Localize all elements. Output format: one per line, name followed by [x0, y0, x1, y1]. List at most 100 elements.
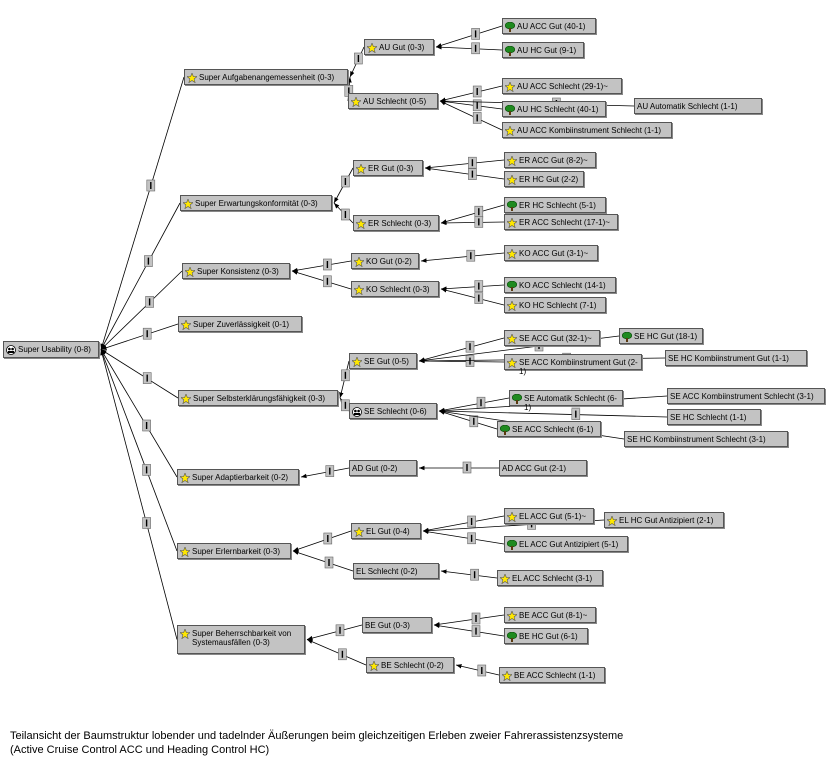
edge: [100, 349, 179, 399]
tree-node: SE Schlecht (0-6): [349, 403, 437, 419]
node-icon: [507, 512, 517, 522]
edge-marker: [145, 296, 154, 308]
node-label: Super Aufgabenangemessenheit (0-3): [199, 73, 335, 82]
edge-marker: [470, 568, 479, 581]
node-label: Super Usability (0-8): [18, 345, 91, 354]
node-label: KO ACC Schlecht (14-1): [519, 281, 606, 290]
node-icon: [512, 394, 522, 404]
node-label: SE ACC Gut (32-1)~: [519, 334, 592, 343]
edge: [433, 623, 505, 637]
tree-node: EL HC Gut Antizipiert (2-1): [604, 512, 724, 528]
tree-node: EL Schlecht (0-2): [353, 563, 439, 579]
edge: [439, 85, 503, 102]
node-icon: [181, 320, 191, 330]
node-label: KO HC Schlecht (7-1): [519, 301, 597, 310]
tree-node: Super Konsistenz (0-3): [182, 263, 290, 279]
node-label: SE ACC Kombiinstrument Gut (2-1): [519, 358, 638, 376]
edge: [440, 204, 505, 224]
node-label: Super Zuverlässigkeit (0-1): [193, 320, 290, 329]
node-icon: [180, 629, 190, 639]
tree-node: SE Automatik Schlecht (6-1): [509, 390, 623, 412]
node-icon: [187, 73, 197, 83]
edge: [292, 550, 354, 572]
node-label: EL ACC Gut Antizipiert (5-1): [519, 540, 619, 549]
edge: [100, 349, 178, 552]
tree-node: SE ACC Kombiinstrument Schlecht (3-1): [667, 388, 825, 404]
node-icon: [183, 199, 193, 209]
edge: [291, 270, 352, 290]
tree-node: Super Erwartungskonformität (0-3): [180, 195, 332, 211]
node-label: AU HC Schlecht (40-1): [517, 105, 599, 114]
edge: [306, 624, 363, 641]
node-icon: [505, 105, 515, 115]
edge-marker: [341, 175, 350, 188]
node-label: EL ACC Schlecht (3-1): [512, 574, 593, 583]
tree-node: BE ACC Gut (8-1)~: [504, 607, 596, 623]
edge: [100, 270, 183, 350]
node-label: Super Selbsterklärungsfähigkeit (0-3): [193, 394, 326, 403]
edge: [100, 202, 181, 350]
node-icon: [180, 473, 190, 483]
node-label: ER Gut (0-3): [368, 164, 414, 173]
tree-node: KO ACC Schlecht (14-1): [504, 277, 616, 293]
tree-node: BE Schlecht (0-2): [366, 657, 454, 673]
edge: [422, 515, 505, 533]
node-icon: [502, 671, 512, 681]
edge-marker: [471, 625, 481, 637]
node-label: SE Gut (0-5): [364, 357, 409, 366]
tree-node: KO ACC Gut (3-1)~: [504, 245, 598, 261]
node-label: KO Schlecht (0-3): [366, 285, 430, 294]
node-icon: [354, 285, 364, 295]
edge: [291, 260, 352, 273]
node-icon: [507, 301, 517, 311]
edge: [433, 614, 505, 627]
edge-marker: [462, 461, 472, 474]
tree-node: ER HC Gut (2-2): [504, 171, 584, 187]
edge-marker: [465, 340, 475, 353]
node-icon: [181, 394, 191, 404]
tree-node: Super Usability (0-8): [3, 341, 99, 358]
node-icon: [505, 126, 515, 136]
edge: [424, 166, 505, 180]
node-label: Super Erlernbarkeit (0-3): [192, 547, 281, 556]
tree-node: AU HC Gut (9-1): [502, 42, 584, 58]
node-label: ER ACC Gut (8-2)~: [519, 156, 588, 165]
node-label: AD ACC Gut (2-1): [502, 464, 567, 473]
edge-marker: [474, 205, 484, 218]
edge-marker: [467, 515, 476, 528]
node-icon: [507, 632, 517, 642]
node-icon: [352, 407, 362, 417]
node-label: AU ACC Schlecht (29-1)~: [517, 82, 608, 91]
node-label: AU Schlecht (0-5): [363, 97, 427, 106]
edge-marker: [474, 280, 484, 292]
node-label: EL Gut (0-4): [366, 527, 410, 536]
tree-node: EL ACC Gut (5-1)~: [504, 508, 594, 524]
edge-marker: [341, 369, 350, 382]
edge: [418, 337, 505, 362]
caption-line: Teilansicht der Baumstruktur lobender un…: [10, 730, 624, 742]
tree-node: SE ACC Schlecht (6-1): [497, 421, 601, 437]
edge: [100, 323, 179, 350]
tree-node: Super Zuverlässigkeit (0-1): [178, 316, 302, 332]
tree-node: ER Gut (0-3): [353, 160, 423, 176]
edge: [100, 349, 178, 478]
edge-marker: [472, 99, 482, 112]
node-icon: [354, 257, 364, 267]
node-label: BE Schlecht (0-2): [381, 661, 444, 670]
edge-marker: [142, 327, 152, 340]
edge-marker: [465, 355, 475, 367]
edge-marker: [323, 532, 333, 545]
node-icon: [507, 175, 517, 185]
tree-node: KO Gut (0-2): [351, 253, 419, 269]
node-icon: [505, 46, 515, 56]
edge-marker: [146, 179, 156, 192]
node-icon: [369, 661, 379, 671]
node-label: KO ACC Gut (3-1)~: [519, 249, 589, 258]
edge: [422, 529, 505, 545]
tree-node: Super Erlernbarkeit (0-3): [177, 543, 291, 559]
edge: [435, 45, 503, 51]
edge-marker: [474, 216, 484, 228]
node-label: SE ACC Kombiinstrument Schlecht (3-1): [670, 392, 814, 401]
tree-node: AD Gut (0-2): [349, 460, 417, 476]
